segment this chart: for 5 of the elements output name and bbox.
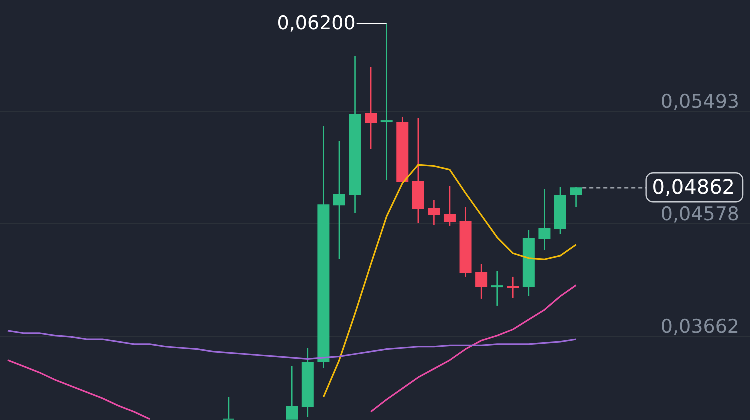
y-tick-label: 0,03662 (660, 316, 740, 338)
annotation: 0,06200 (277, 12, 356, 35)
ref-line-label: 0,04862 (652, 175, 736, 200)
y-tick-label: 0,04578 (660, 204, 740, 226)
y-tick-label: 0,05493 (660, 91, 740, 114)
